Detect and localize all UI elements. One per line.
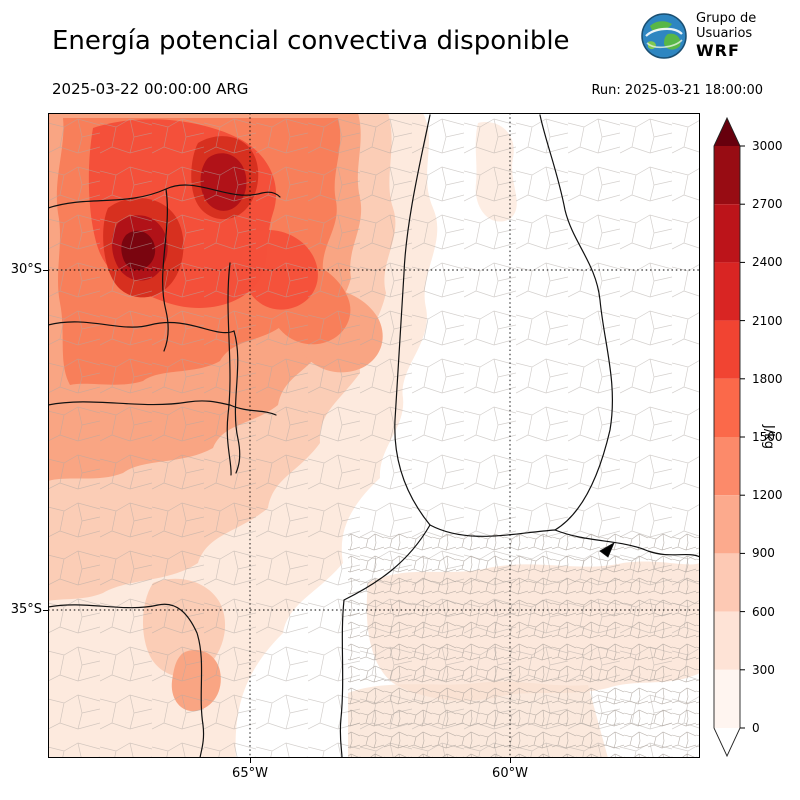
colorbar-band	[714, 146, 740, 205]
lat-tickmark-30s	[43, 270, 48, 271]
lat-tick-35s: 35°S	[10, 602, 42, 617]
lat-tick-30s: 30°S	[10, 262, 42, 277]
cape-map	[48, 113, 700, 758]
cb-tick-900: 900	[752, 546, 775, 560]
cb-tick-1200: 1200	[752, 488, 783, 502]
cape-colorbar: 3000 2700 2400 2100 1800 1500 1200 900 6…	[706, 110, 800, 790]
colorbar-band	[714, 495, 740, 554]
colorbar-band	[714, 320, 740, 379]
city-marker-icon	[599, 542, 615, 558]
department-boundaries	[48, 113, 700, 758]
cb-tick-1800: 1800	[752, 372, 783, 386]
run-time-label: Run: 2025-03-21 18:00:00	[591, 83, 763, 98]
cb-tick-1500: 1500	[752, 430, 783, 444]
colorbar-bands	[714, 118, 740, 756]
cb-tick-3000: 3000	[752, 139, 783, 153]
cape-map-canvas	[48, 113, 700, 758]
valid-time-label: 2025-03-22 00:00:00 ARG	[52, 80, 249, 98]
lon-tickmark-60w	[510, 758, 511, 763]
cb-tick-600: 600	[752, 605, 775, 619]
wrf-users-group-logo: Grupo de Usuarios WRF	[640, 11, 757, 60]
logo-line-3: WRF	[696, 40, 740, 60]
colorbar-unit-label: J/kg	[761, 425, 776, 449]
cb-tick-0: 0	[752, 721, 760, 735]
lon-tickmark-65w	[250, 758, 251, 763]
globe-icon	[641, 13, 687, 59]
colorbar-band	[714, 262, 740, 321]
graticule-gridlines	[48, 113, 700, 758]
cb-tick-2700: 2700	[752, 197, 783, 211]
cb-tick-2400: 2400	[752, 255, 783, 269]
colorbar-band	[714, 669, 740, 728]
lon-tick-60w: 60°W	[492, 766, 528, 781]
logo-line-1: Grupo de	[696, 11, 757, 26]
lat-tickmark-35s	[43, 610, 48, 611]
province-boundaries	[48, 114, 700, 758]
colorbar-tickmarks	[740, 145, 745, 729]
colorbar-under-arrow	[714, 728, 740, 756]
page-title: Energía potencial convectiva disponible	[52, 26, 570, 56]
map-axes-frame	[48, 113, 700, 758]
colorbar-over-arrow	[714, 118, 740, 146]
colorbar-band	[714, 437, 740, 496]
logo-line-2: Usuarios	[696, 25, 753, 41]
lon-tick-65w: 65°W	[232, 766, 268, 781]
logo-text: Grupo de Usuarios WRF	[696, 11, 757, 60]
colorbar-band	[714, 611, 740, 670]
colorbar-band	[714, 204, 740, 263]
colorbar-band	[714, 553, 740, 612]
colorbar-canvas	[713, 116, 745, 758]
cb-tick-300: 300	[752, 663, 775, 677]
cb-tick-2100: 2100	[752, 314, 783, 328]
colorbar-band	[714, 378, 740, 437]
